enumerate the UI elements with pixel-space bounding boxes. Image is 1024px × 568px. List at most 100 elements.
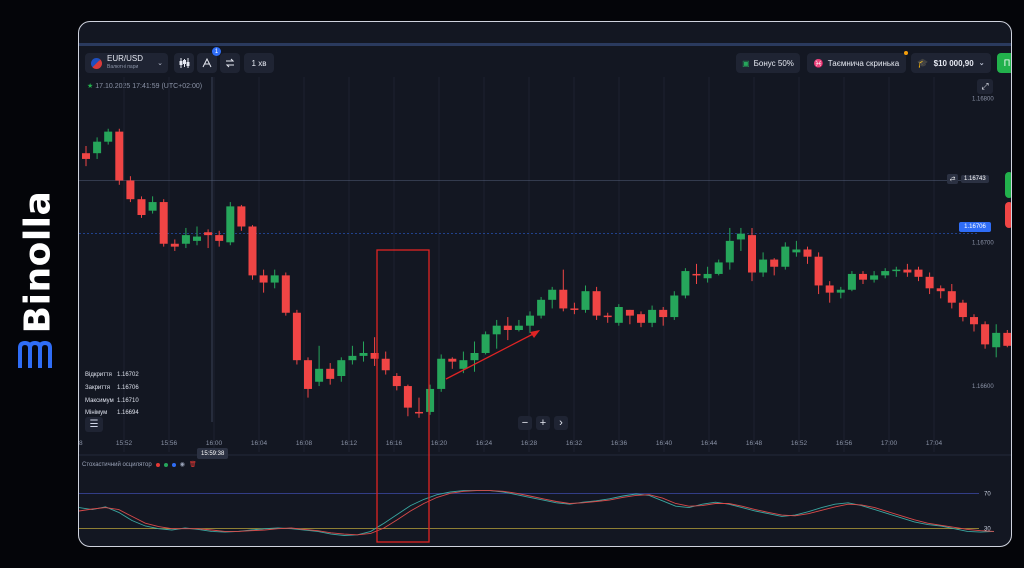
bull-candle <box>226 206 235 243</box>
timeframe-selector[interactable]: 1 хв <box>244 53 274 73</box>
x-tick-label: 16:20 <box>431 440 448 447</box>
brand-sidebar: Binolla <box>0 0 76 568</box>
highlight-box <box>376 249 430 543</box>
y-tick-label: 1.16600 <box>972 384 994 390</box>
window-top-divider <box>79 43 1011 46</box>
color-dot-icon <box>155 462 160 467</box>
x-tick-label: 16:48 <box>746 440 763 447</box>
bear-candle <box>115 131 124 181</box>
bear-candle <box>326 368 335 379</box>
color-dot-icon <box>171 462 176 467</box>
current-price-tag: 1.16706 <box>959 222 991 232</box>
buy-button-edge[interactable] <box>1005 172 1011 198</box>
x-tick-label: 16:08 <box>296 440 313 447</box>
x-tick-label: 16:00 <box>206 440 223 447</box>
indicator-settings-button[interactable]: ☰ <box>85 417 103 432</box>
live-dot-icon: ★ <box>87 83 94 90</box>
chevron-down-icon: ⌄ <box>978 60 985 67</box>
bull-candle <box>492 325 501 335</box>
sell-button-edge[interactable] <box>1005 202 1011 228</box>
x-tick-label: 16:32 <box>566 440 583 447</box>
bear-candle <box>281 275 290 313</box>
crosshair-price: 1.16743 <box>961 174 989 183</box>
bear-candle <box>448 358 457 362</box>
x-tick-label: 17:00 <box>881 440 898 447</box>
stochastic-d-line <box>79 490 995 536</box>
bull-candle <box>725 240 734 263</box>
bull-candle <box>847 273 856 290</box>
bull-candle <box>792 249 801 253</box>
bear-candle <box>936 288 945 292</box>
chart-type-button[interactable] <box>174 53 194 73</box>
bull-candle <box>315 368 324 382</box>
ohlc-low: Мінімум 1.16694 <box>85 410 139 417</box>
bear-candle <box>903 269 912 273</box>
zoom-in-button[interactable]: + <box>536 416 550 430</box>
asset-type: Валютні пари <box>107 64 139 70</box>
bear-candle <box>381 358 390 371</box>
fullscreen-button[interactable]: ⤢ <box>977 79 993 94</box>
bear-candle <box>770 259 779 267</box>
oscillator-level-label: 70 <box>984 491 991 497</box>
balance-selector[interactable]: 🎓 $10 000,90 ⌄ <box>911 53 991 73</box>
x-tick-label: 16:16 <box>386 440 403 447</box>
drawing-tools-icon <box>202 58 212 68</box>
y-tick-label: 1.16800 <box>972 97 994 103</box>
bear-candle <box>925 276 934 289</box>
trade-panel-button[interactable]: П <box>997 53 1011 73</box>
ohlc-panel: Відкриття 1.16702 Закриття 1.16706 Максиму… <box>85 369 139 420</box>
indicators-button[interactable]: 1 <box>197 47 221 73</box>
bull-candle <box>648 309 657 323</box>
candlestick-icon <box>179 58 189 68</box>
bear-candle <box>126 180 135 200</box>
bear-candle <box>304 360 312 389</box>
delete-icon[interactable]: 🗑 <box>188 462 197 468</box>
bull-candle <box>359 353 368 356</box>
zoom-out-button[interactable]: − <box>518 416 532 430</box>
alert-icon[interactable]: ⥄ <box>947 173 958 184</box>
bear-candle <box>237 206 246 227</box>
bull-candle <box>703 273 712 279</box>
bull-candle <box>881 271 890 276</box>
price-chart[interactable]: 48 15:52 15:56 16:00 16:04 16:08 16:12 16:16 16:… <box>79 77 1011 547</box>
bonus-button[interactable]: ▣ Бонус 50% <box>736 53 800 73</box>
chart-settings-button[interactable] <box>220 53 240 73</box>
x-tick-label: 48 <box>79 440 83 447</box>
chest-label: Таємнича скринька <box>827 58 900 68</box>
bear-candle <box>415 411 423 414</box>
bear-candle <box>814 256 823 286</box>
bear-candle <box>970 317 978 325</box>
crosshair-time: 15:59:38 <box>197 448 229 459</box>
mystery-box-button[interactable]: ♓ Таємнича скринька <box>807 51 908 73</box>
eye-icon[interactable]: ◉ <box>179 462 185 468</box>
bull-candle <box>104 131 113 142</box>
bull-candle <box>781 246 790 267</box>
bull-candle <box>93 141 102 154</box>
bull-candle <box>759 259 768 273</box>
trading-platform-window: EUR/USD Валютні пари ⌄ 1 1 хв ▣ Бонус 50… <box>78 21 1012 547</box>
sliders-icon: ☰ <box>89 419 99 430</box>
bear-candle <box>981 324 990 345</box>
x-tick-label: 16:24 <box>476 440 493 447</box>
scroll-right-button[interactable]: › <box>554 416 568 430</box>
x-tick-label: 17:04 <box>926 440 943 447</box>
bull-candle <box>670 295 679 318</box>
bull-candle <box>437 358 446 389</box>
bear-candle <box>603 315 612 318</box>
bear-candle <box>692 273 701 276</box>
bear-candle <box>659 309 668 318</box>
binolla-logo-icon <box>18 340 52 368</box>
trend-arrow <box>445 332 536 380</box>
bull-candle <box>892 269 901 272</box>
graduation-cap-icon: 🎓 <box>917 57 929 68</box>
bear-candle <box>570 308 579 310</box>
bull-candle <box>181 235 190 244</box>
oscillator-level-label: 30 <box>984 527 991 533</box>
notification-dot <box>904 51 908 55</box>
asset-pair: EUR/USD <box>107 54 144 63</box>
asset-selector[interactable]: EUR/USD Валютні пари ⌄ <box>85 53 168 73</box>
bull-candle <box>481 334 490 353</box>
color-dot-icon <box>163 462 168 467</box>
x-tick-label: 16:04 <box>251 440 268 447</box>
bull-candle <box>459 360 468 369</box>
